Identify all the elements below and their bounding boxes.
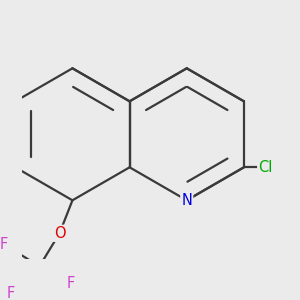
Text: N: N: [181, 193, 192, 208]
Text: F: F: [7, 286, 15, 300]
Text: F: F: [0, 237, 8, 252]
Text: O: O: [54, 226, 65, 241]
Text: Cl: Cl: [258, 160, 273, 175]
Text: F: F: [66, 276, 75, 291]
